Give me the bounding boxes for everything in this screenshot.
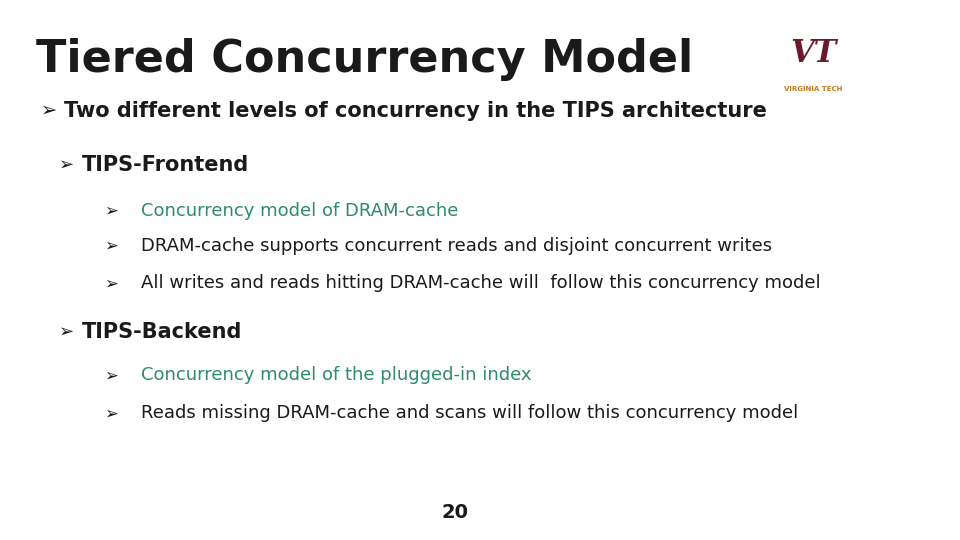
Text: ➢: ➢ [105, 274, 118, 293]
Text: TIPS-Frontend: TIPS-Frontend [82, 154, 249, 175]
Text: DRAM-cache supports concurrent reads and disjoint concurrent writes: DRAM-cache supports concurrent reads and… [141, 237, 772, 255]
Text: ➢: ➢ [105, 201, 118, 220]
Text: VT: VT [790, 38, 837, 70]
Text: 20: 20 [441, 503, 468, 523]
Text: Tiered Concurrency Model: Tiered Concurrency Model [36, 38, 694, 81]
Text: ➢: ➢ [105, 237, 118, 255]
Text: ➢: ➢ [41, 101, 58, 120]
Text: TIPS-Backend: TIPS-Backend [82, 322, 242, 342]
Text: Concurrency model of DRAM-cache: Concurrency model of DRAM-cache [141, 201, 458, 220]
Text: ➢: ➢ [60, 323, 74, 341]
Text: Two different levels of concurrency in the TIPS architecture: Two different levels of concurrency in t… [63, 100, 766, 121]
Text: Concurrency model of the plugged-in index: Concurrency model of the plugged-in inde… [141, 366, 532, 384]
Text: All writes and reads hitting DRAM-cache will  follow this concurrency model: All writes and reads hitting DRAM-cache … [141, 274, 821, 293]
Text: ➢: ➢ [105, 366, 118, 384]
Text: VIRGINIA TECH: VIRGINIA TECH [784, 86, 843, 92]
Text: ➢: ➢ [105, 404, 118, 422]
Text: ➢: ➢ [60, 156, 74, 174]
Text: Reads missing DRAM-cache and scans will follow this concurrency model: Reads missing DRAM-cache and scans will … [141, 404, 798, 422]
